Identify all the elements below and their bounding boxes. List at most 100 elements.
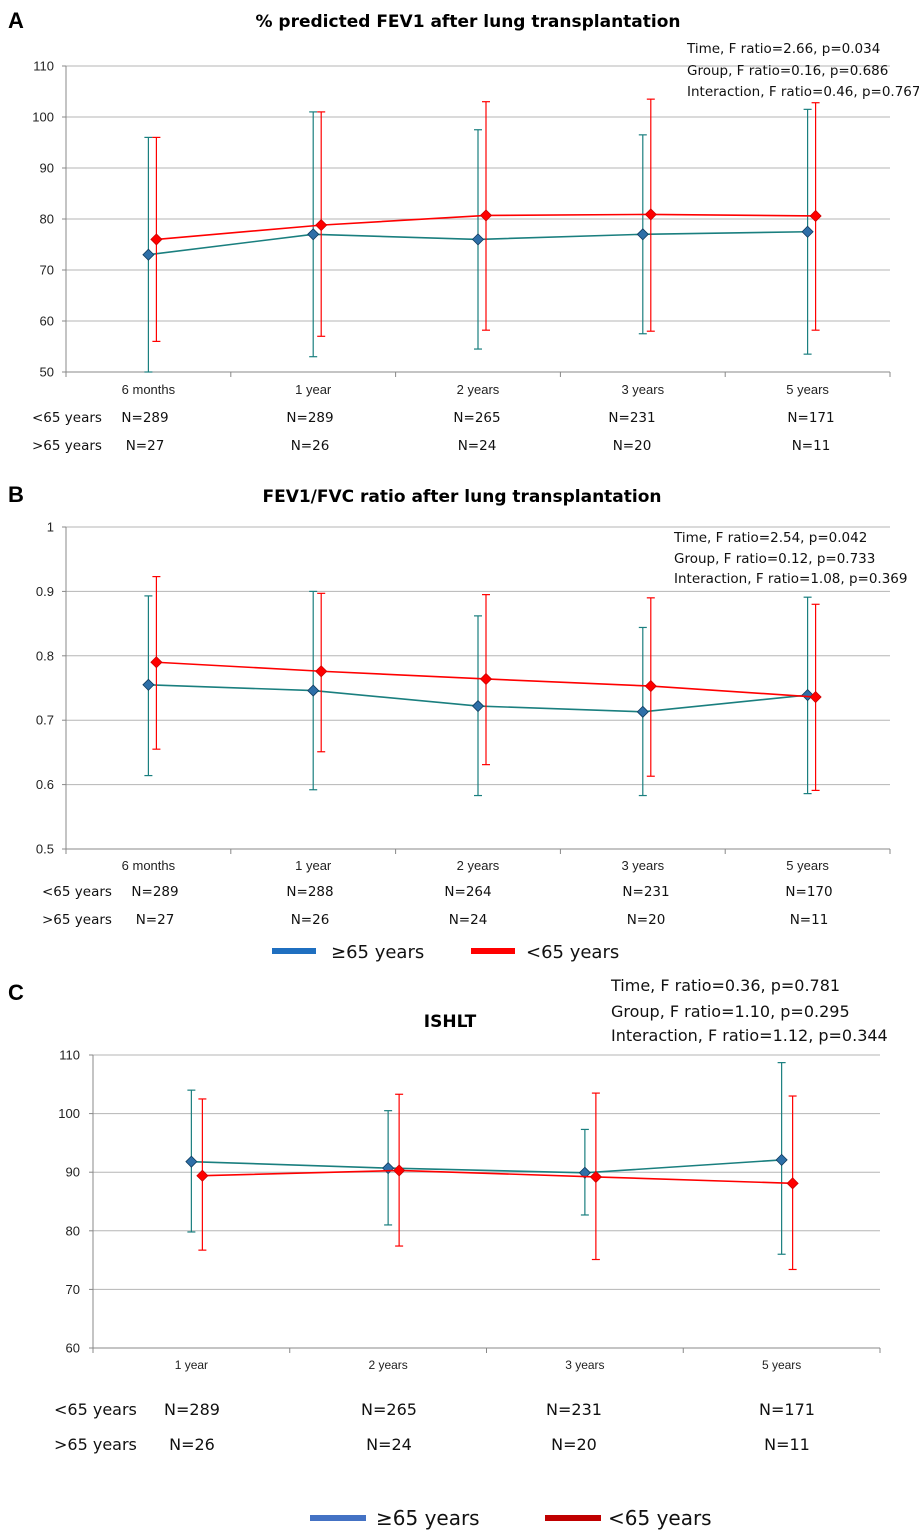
data-point-marker bbox=[589, 1170, 602, 1183]
series-ge65 bbox=[142, 590, 814, 797]
chart-title: FEV1/FVC ratio after lung transplantatio… bbox=[262, 487, 661, 507]
n-count: N=20 bbox=[551, 1435, 597, 1454]
stats-annotation: Group, F ratio=0.16, p=0.686 bbox=[687, 63, 888, 79]
n-row-label: >65 years bbox=[32, 438, 102, 454]
data-point-marker bbox=[786, 1177, 799, 1190]
n-count: N=24 bbox=[458, 438, 497, 454]
chart-title: ISHLT bbox=[424, 1012, 477, 1032]
n-count: N=170 bbox=[785, 884, 832, 900]
n-count: N=171 bbox=[787, 410, 834, 426]
x-tick-label: 2 years bbox=[457, 858, 500, 873]
y-tick-label: 0.5 bbox=[36, 842, 54, 857]
x-tick-label: 1 year bbox=[295, 382, 332, 397]
n-count: N=231 bbox=[608, 410, 655, 426]
series-ge65 bbox=[185, 1062, 788, 1255]
n-row-label: <65 years bbox=[54, 1400, 137, 1419]
data-point-marker bbox=[636, 705, 649, 718]
y-tick-label: 100 bbox=[58, 1106, 80, 1121]
stats-annotation: Time, F ratio=2.66, p=0.034 bbox=[686, 41, 880, 57]
n-count: N=11 bbox=[764, 1435, 810, 1454]
data-point-marker bbox=[636, 228, 649, 241]
x-tick-label: 5 years bbox=[762, 1358, 801, 1372]
n-count: N=265 bbox=[453, 410, 500, 426]
n-row-label: >65 years bbox=[42, 912, 112, 928]
n-row-label: >65 years bbox=[54, 1435, 137, 1454]
chart-panel-c: C ISHLT 60 70 80 90 100 110 1 year 2 years 3 years… bbox=[8, 976, 888, 1530]
stats-annotation: Group, F ratio=1.10, p=0.295 bbox=[611, 1002, 850, 1021]
y-tick-label: 50 bbox=[40, 365, 54, 380]
data-point-marker bbox=[801, 225, 814, 238]
x-tick-label: 3 years bbox=[565, 1358, 604, 1372]
series-lt65 bbox=[150, 98, 822, 342]
y-tick-label: 100 bbox=[32, 110, 54, 125]
n-count: N=24 bbox=[366, 1435, 412, 1454]
n-count: N=20 bbox=[627, 912, 666, 928]
x-tick-label: 1 year bbox=[295, 858, 332, 873]
x-tick-label: 2 years bbox=[368, 1358, 407, 1372]
data-point-marker bbox=[644, 208, 657, 221]
n-count: N=11 bbox=[790, 912, 829, 928]
x-tick-label: 6 months bbox=[122, 858, 176, 873]
n-count: N=264 bbox=[444, 884, 491, 900]
stats-annotation: Interaction, F ratio=1.08, p=0.369 bbox=[674, 571, 908, 587]
y-tick-label: 90 bbox=[66, 1165, 80, 1180]
x-tick-label: 6 months bbox=[122, 382, 176, 397]
series-lt65 bbox=[196, 1092, 799, 1271]
y-tick-label: 110 bbox=[59, 1048, 80, 1063]
stats-annotation: Time, F ratio=2.54, p=0.042 bbox=[673, 530, 867, 546]
stats-annotation: Time, F ratio=0.36, p=0.781 bbox=[610, 976, 840, 995]
data-point-marker bbox=[150, 656, 163, 669]
n-row-label: <65 years bbox=[42, 884, 112, 900]
data-point-marker bbox=[150, 233, 163, 246]
panel-letter: B bbox=[8, 482, 24, 507]
n-count: N=289 bbox=[121, 410, 168, 426]
x-tick-label: 2 years bbox=[457, 382, 500, 397]
n-row-label: <65 years bbox=[32, 410, 102, 426]
y-tick-label: 70 bbox=[40, 263, 54, 278]
data-point-marker bbox=[809, 209, 822, 223]
chart-panel-a: A % predicted FEV1 after lung transplanta… bbox=[8, 8, 919, 454]
data-point-marker bbox=[393, 1164, 406, 1177]
stats-annotation: Group, F ratio=0.12, p=0.733 bbox=[674, 551, 875, 567]
series-line bbox=[191, 1159, 782, 1174]
y-tick-label: 60 bbox=[40, 314, 54, 329]
data-point-marker bbox=[644, 680, 657, 693]
chart-title: % predicted FEV1 after lung transplantat… bbox=[255, 12, 680, 32]
x-tick-label: 5 years bbox=[786, 858, 829, 873]
data-point-marker bbox=[471, 699, 485, 713]
x-tick-label: 3 years bbox=[621, 382, 664, 397]
data-point-marker bbox=[809, 690, 822, 704]
n-count: N=26 bbox=[291, 438, 330, 454]
data-point-marker bbox=[307, 228, 320, 241]
n-count: N=20 bbox=[613, 438, 652, 454]
x-tick-label: 3 years bbox=[621, 858, 664, 873]
legend-label: <65 years bbox=[608, 1506, 712, 1530]
data-point-marker bbox=[196, 1169, 209, 1182]
n-count: N=288 bbox=[286, 884, 333, 900]
y-tick-label: 80 bbox=[40, 212, 54, 227]
data-point-marker bbox=[479, 209, 493, 222]
data-point-marker bbox=[479, 672, 493, 686]
data-point-marker bbox=[142, 248, 155, 261]
y-tick-label: 70 bbox=[66, 1282, 80, 1297]
n-count: N=289 bbox=[131, 884, 178, 900]
legend-label: ≥65 years bbox=[376, 1506, 480, 1530]
y-tick-label: 0.6 bbox=[36, 777, 54, 792]
series-line bbox=[202, 1169, 793, 1185]
legend-label: <65 years bbox=[526, 942, 619, 963]
legend: ≥65 years <65 years bbox=[310, 1506, 712, 1530]
data-point-marker bbox=[315, 665, 328, 678]
y-tick-label: 0.9 bbox=[36, 584, 54, 599]
n-count: N=265 bbox=[361, 1400, 417, 1419]
n-count: N=27 bbox=[126, 438, 165, 454]
data-point-marker bbox=[801, 689, 814, 702]
series-lt65 bbox=[150, 575, 822, 791]
y-tick-label: 90 bbox=[40, 161, 54, 176]
n-count: N=26 bbox=[169, 1435, 215, 1454]
stats-annotation: Interaction, F ratio=0.46, p=0.767 bbox=[687, 84, 919, 100]
data-point-marker bbox=[471, 233, 485, 246]
data-point-marker bbox=[307, 684, 320, 697]
y-tick-label: 1 bbox=[47, 520, 54, 535]
legend: ≥65 years <65 years bbox=[272, 942, 619, 963]
